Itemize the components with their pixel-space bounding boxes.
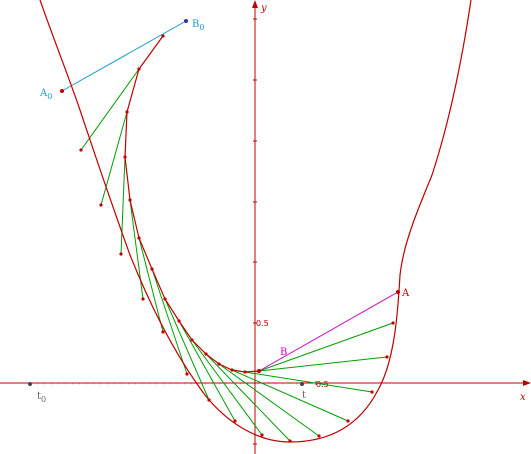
label-a0-sub: 0	[47, 92, 52, 101]
initial-chord-a0-b0	[61, 20, 187, 92]
chord-11	[218, 363, 320, 437]
curve-points	[79, 34, 395, 443]
chord-9	[191, 339, 263, 436]
curve-point-8	[128, 198, 132, 202]
y-tick-label: 0.5	[256, 319, 269, 328]
curve-point-21	[317, 434, 321, 438]
point-b[interactable]	[257, 369, 261, 373]
y-axis-ticks	[253, 18, 257, 445]
chord-14	[258, 356, 388, 372]
point-b0[interactable]	[184, 19, 188, 23]
curve-point-1	[79, 148, 83, 152]
curve-point-20	[204, 352, 208, 356]
curve-point-15	[233, 419, 237, 423]
slider-point-t0[interactable]	[28, 382, 32, 386]
chord-1	[80, 68, 140, 151]
curve-point-23	[346, 419, 350, 423]
label-t0-main: t	[37, 391, 41, 402]
label-b0-main: B	[192, 19, 199, 30]
curve-point-19	[288, 439, 292, 443]
label-b: B	[280, 347, 287, 358]
curve-point-12	[150, 267, 154, 271]
current-chord-a-b	[258, 291, 399, 372]
chord-13	[244, 371, 373, 393]
curve-point-27	[385, 355, 389, 359]
curve-point-9	[161, 330, 165, 334]
chord-6	[151, 268, 188, 375]
curve-point-4	[125, 110, 129, 114]
curve-point-29	[391, 321, 395, 325]
chord-8	[178, 320, 236, 422]
curve-point-22	[217, 362, 221, 366]
chord-7	[164, 298, 210, 401]
chord-3	[120, 156, 126, 255]
chord-15	[258, 322, 394, 372]
label-a: A	[401, 288, 410, 299]
label-a0-main: A	[39, 88, 48, 99]
curve-point-16	[177, 319, 181, 323]
curve-point-14	[163, 297, 167, 301]
x-axis-letter: x	[520, 392, 526, 403]
inner-curve	[124, 35, 260, 373]
point-a0[interactable]	[60, 89, 64, 93]
curve-point-10	[137, 236, 141, 240]
curve-point-26	[243, 370, 247, 374]
label-b0: B0	[192, 19, 204, 32]
label-b0-sub: 0	[199, 23, 204, 32]
chord-2	[100, 111, 128, 206]
curve-point-7	[141, 297, 145, 301]
curve-point-3	[99, 203, 103, 207]
chord-12	[231, 369, 349, 422]
curve-point-6	[123, 155, 127, 159]
curve-point-17	[260, 433, 264, 437]
chord-segments	[80, 35, 394, 442]
chord-5	[138, 237, 164, 333]
curve-point-13	[207, 398, 211, 402]
chord-4	[129, 199, 144, 300]
curve-point-31	[161, 34, 165, 38]
curve-point-25	[370, 390, 374, 394]
y-axis-arrow	[252, 0, 258, 8]
curve-point-11	[185, 372, 189, 376]
label-t: t	[302, 390, 306, 401]
chord-10	[205, 353, 291, 442]
label-a0: A0	[39, 88, 52, 101]
curve-point-24	[230, 368, 234, 372]
curve-point-18	[190, 338, 194, 342]
label-t0: t0	[37, 391, 46, 404]
curve-point-2	[137, 67, 141, 71]
slider-point-t[interactable]	[300, 382, 304, 386]
label-t0-sub: 0	[41, 395, 46, 404]
x-axis-arrow	[523, 380, 531, 386]
curve-point-5	[119, 252, 123, 256]
y-axis-letter: y	[260, 3, 267, 14]
point-a[interactable]	[396, 290, 400, 294]
